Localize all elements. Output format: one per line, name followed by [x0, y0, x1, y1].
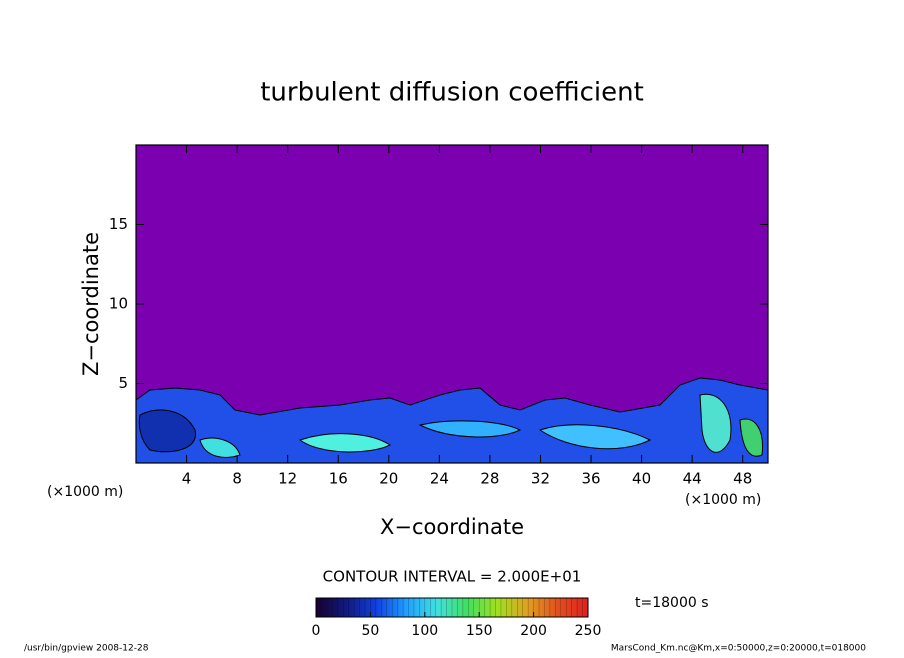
colorbar-tick-label: 0 [312, 623, 321, 639]
chart-title: turbulent diffusion coefficient [260, 78, 644, 108]
x-tick-label: 4 [182, 470, 192, 488]
colorbar-tick-label: 100 [411, 623, 438, 639]
field-shape [199, 437, 241, 458]
x-tick-label: 8 [232, 470, 242, 488]
footer-right: MarsCond_Km.nc@Km,x=0:50000,z=0:20000,t=… [611, 644, 866, 654]
x-tick-label: 24 [430, 470, 449, 488]
colorbar-tick-label: 50 [361, 623, 379, 639]
x-unit-label: (×1000 m) [47, 484, 123, 500]
field-shape [138, 409, 196, 453]
colorbar-tick-label: 150 [466, 623, 493, 639]
x-axis-label: X−coordinate [380, 515, 524, 539]
y-tick-label: 5 [118, 374, 128, 392]
x-tick-label: 16 [329, 470, 348, 488]
x-tick-label: 48 [733, 470, 752, 488]
x-unit-label: (×1000 m) [685, 492, 761, 508]
field-shape [298, 433, 392, 453]
y-tick-label: 15 [109, 215, 128, 233]
field-shape [538, 424, 652, 450]
field-shape [739, 418, 764, 457]
x-tick-label: 28 [480, 470, 499, 488]
colorbar-tick-label: 250 [575, 623, 602, 639]
y-axis-label: Z−coordinate [79, 232, 103, 376]
x-tick-label: 40 [632, 470, 651, 488]
x-tick-label: 32 [531, 470, 550, 488]
x-tick-label: 20 [379, 470, 398, 488]
field-shape [418, 420, 522, 438]
footer-left: /usr/bin/gpview 2008-12-28 [24, 644, 149, 654]
colorbar-tick-label: 200 [520, 623, 547, 639]
time-label: t=18000 s [635, 595, 709, 611]
x-tick-label: 36 [581, 470, 600, 488]
contour-interval: CONTOUR INTERVAL = 2.000E+01 [323, 568, 582, 586]
field-shape [699, 393, 732, 453]
x-tick-label: 44 [683, 470, 702, 488]
y-tick-label: 10 [109, 295, 128, 313]
x-tick-label: 12 [278, 470, 297, 488]
